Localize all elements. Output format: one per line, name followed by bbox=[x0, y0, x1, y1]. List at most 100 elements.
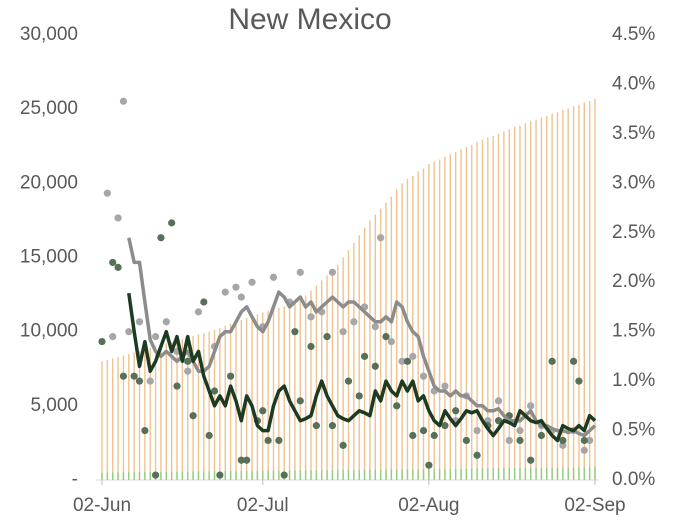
dot bbox=[221, 288, 229, 296]
bar bbox=[128, 353, 130, 480]
bar bbox=[315, 470, 318, 480]
dot bbox=[227, 372, 235, 380]
bar bbox=[288, 304, 291, 480]
dot bbox=[419, 426, 428, 435]
bar bbox=[524, 467, 527, 480]
dot bbox=[586, 436, 594, 445]
bar bbox=[101, 472, 103, 480]
bar bbox=[471, 468, 473, 480]
bar bbox=[396, 469, 398, 480]
bar bbox=[465, 468, 468, 480]
bar bbox=[583, 102, 585, 480]
bar bbox=[224, 471, 226, 480]
dot bbox=[473, 426, 481, 435]
dot bbox=[580, 436, 588, 445]
bar bbox=[572, 106, 575, 480]
y2-tick-label: 2.5% bbox=[612, 222, 655, 243]
bar bbox=[578, 467, 580, 480]
bar bbox=[535, 119, 537, 481]
bar bbox=[449, 468, 452, 480]
bar bbox=[170, 342, 173, 480]
y-tick-label: - bbox=[72, 469, 78, 490]
dot bbox=[119, 97, 128, 105]
dot bbox=[462, 436, 470, 445]
bar bbox=[331, 470, 334, 480]
bar bbox=[513, 468, 516, 480]
dot bbox=[114, 263, 122, 271]
bar bbox=[170, 471, 173, 480]
dot bbox=[184, 367, 192, 375]
dot bbox=[168, 219, 176, 227]
bar bbox=[481, 139, 484, 480]
bar bbox=[460, 468, 462, 480]
y2-tick-label: 2.0% bbox=[612, 271, 655, 292]
bar bbox=[460, 149, 462, 480]
bar bbox=[187, 471, 189, 480]
bar bbox=[492, 468, 494, 480]
bar bbox=[546, 115, 548, 480]
bar bbox=[176, 471, 178, 480]
bar bbox=[337, 469, 339, 480]
dot bbox=[296, 268, 304, 276]
bar bbox=[428, 468, 430, 480]
dot bbox=[296, 397, 304, 405]
bar bbox=[588, 101, 591, 480]
bar bbox=[138, 472, 141, 480]
bar bbox=[229, 323, 232, 480]
x-tick-label: 02-Sep bbox=[564, 495, 625, 516]
y2-tick-label: 4.0% bbox=[612, 73, 655, 94]
bar bbox=[497, 468, 500, 480]
bar bbox=[122, 472, 125, 480]
bar bbox=[203, 333, 205, 480]
dot bbox=[307, 342, 315, 351]
y-tick-label: 30,000 bbox=[20, 24, 78, 45]
bar bbox=[192, 336, 194, 480]
bar bbox=[546, 467, 548, 480]
bar bbox=[128, 472, 130, 480]
dot bbox=[575, 377, 583, 385]
bar bbox=[492, 135, 494, 480]
bar bbox=[454, 152, 457, 480]
bar bbox=[117, 356, 119, 480]
dot bbox=[382, 333, 390, 341]
dot bbox=[441, 382, 449, 390]
bar bbox=[583, 467, 585, 480]
dot bbox=[441, 422, 449, 430]
bar bbox=[203, 471, 205, 480]
bar bbox=[251, 470, 253, 480]
y2-tick-label: 3.5% bbox=[612, 123, 655, 144]
dot bbox=[162, 318, 170, 326]
dot bbox=[280, 471, 288, 479]
line bbox=[127, 292, 597, 443]
bar bbox=[594, 467, 596, 480]
dot bbox=[248, 278, 256, 286]
bar bbox=[154, 346, 157, 480]
y-tick-label: 10,000 bbox=[20, 321, 78, 342]
y-tick-label: 5,000 bbox=[30, 395, 78, 416]
bar bbox=[165, 471, 168, 480]
bar bbox=[304, 295, 307, 480]
dot bbox=[494, 417, 503, 425]
bar bbox=[149, 472, 151, 480]
bar bbox=[288, 470, 291, 480]
bar bbox=[122, 355, 125, 480]
bar bbox=[310, 470, 312, 480]
dot bbox=[371, 362, 379, 370]
bar bbox=[401, 183, 403, 481]
dot bbox=[484, 417, 492, 425]
bar bbox=[321, 470, 323, 480]
bar bbox=[245, 470, 248, 480]
bar bbox=[385, 469, 387, 480]
bar bbox=[551, 113, 553, 480]
bar bbox=[438, 159, 441, 480]
bar bbox=[347, 250, 350, 480]
dot bbox=[141, 426, 149, 435]
dot bbox=[237, 293, 245, 301]
bar bbox=[256, 470, 259, 480]
bar bbox=[347, 469, 350, 480]
bar bbox=[106, 472, 109, 480]
bar bbox=[353, 469, 355, 480]
bar bbox=[138, 350, 141, 480]
bar bbox=[374, 469, 376, 480]
bar bbox=[294, 470, 296, 480]
